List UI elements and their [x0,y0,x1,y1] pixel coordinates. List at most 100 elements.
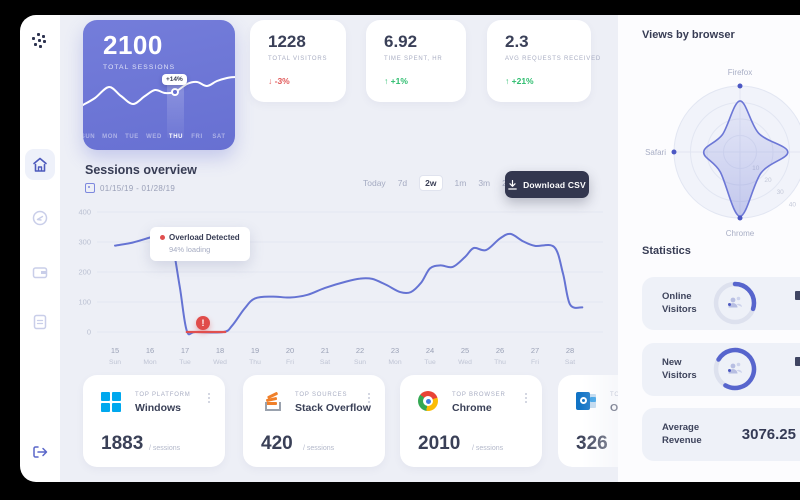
total-sessions-card: 2100 TOTAL SESSIONS +14% SUN MON TUE WED… [83,20,235,150]
card-value: 326 [576,433,608,454]
visitors-icon [728,296,742,308]
card-category: TOP [610,392,625,398]
svg-text:18: 18 [216,346,224,355]
kpi-value: 6.92 [384,32,418,51]
browser-radar-chart: 10203040FirefoxSafariChrome [645,68,800,238]
filter-3m[interactable]: 3m [478,178,491,188]
card-unit: / sessions [303,445,335,452]
total-sessions-label: TOTAL SESSIONS [103,64,176,71]
top-platform-card: TOP PLATFORM Windows 1883 / sessions [83,375,225,467]
svg-text:23: 23 [391,346,399,355]
svg-text:Sun: Sun [354,359,366,366]
stat-label: Online Visitors [662,291,697,315]
card-category: TOP BROWSER [452,392,506,398]
svg-text:40: 40 [789,201,797,208]
sidebar-active-indicator [25,149,55,180]
total-sessions-value: 2100 [103,30,163,60]
clipped-value [795,291,800,300]
svg-text:Safari: Safari [645,148,666,157]
sidebar-item-home[interactable] [32,157,48,173]
svg-text:Wed: Wed [213,359,227,366]
svg-text:15: 15 [111,346,119,355]
svg-text:Firefox: Firefox [728,68,752,77]
stat-label: New Visitors [662,357,697,381]
sessions-delta-badge: +14% [162,74,187,85]
overload-alert-icon[interactable]: ! [196,316,210,330]
download-csv-button[interactable]: Download CSV [505,171,589,198]
alert-dot-icon [160,235,165,240]
day-label: MON [102,134,118,140]
svg-text:Mon: Mon [388,359,401,366]
day-label: WED [146,134,162,140]
sidebar-item-wallet[interactable] [32,264,48,280]
windows-icon [101,392,121,412]
time-range-filters: Today 7d 2w 1m 3m 2019 [363,173,521,193]
svg-text:Chrome: Chrome [726,229,755,238]
tooltip-title: Overload Detected [169,233,240,242]
arrow-up-icon: ↑ [384,76,389,86]
svg-text:25: 25 [461,346,469,355]
online-visitors-card: Online Visitors [642,277,800,330]
svg-text:30: 30 [777,189,785,196]
svg-text:21: 21 [321,346,329,355]
card-name: Chrome [452,402,492,414]
svg-text:Sat: Sat [565,359,575,366]
filter-2w-active[interactable]: 2w [419,175,443,191]
sessions-line-chart: 0 100 200 300 400 15 Sun 16 Mon 17 Tue 18 Wed 19 Thu 20… [78,208,603,366]
sidebar-item-documents[interactable] [32,314,48,330]
outlook-icon [576,392,598,411]
kpi-card-time-spent: 6.92 TIME SPENT, HR ↑ +1% [366,20,466,102]
kpi-delta: ↑ +21% [505,76,534,86]
weekday-row: SUN MON TUE WED THU FRI SAT [83,134,235,148]
card-unit: / sessions [472,445,504,452]
tooltip-subtitle: 94% loading [169,245,211,254]
kpi-label: TOTAL VISITORS [268,56,328,62]
date-range-picker[interactable]: 01/15/19 - 01/28/19 [85,183,175,193]
calendar-icon [85,183,95,193]
card-name: Stack Overflow [295,402,371,414]
card-menu-button[interactable] [205,393,213,407]
download-icon [508,179,517,190]
card-unit: / sessions [149,445,181,452]
average-revenue-value: 3076.25 [741,426,796,443]
svg-text:Sun: Sun [109,359,121,366]
svg-text:100: 100 [78,298,91,307]
kpi-label: TIME SPENT, HR [384,56,443,62]
svg-text:Fri: Fri [531,359,539,366]
filter-7d[interactable]: 7d [397,178,408,188]
visitors-icon [728,362,742,374]
svg-text:16: 16 [146,346,154,355]
svg-text:Mon: Mon [143,359,156,366]
svg-text:0: 0 [87,328,91,337]
card-category: TOP SOURCES [295,392,348,398]
day-label: SUN [83,134,96,140]
filter-1m[interactable]: 1m [454,178,467,188]
filter-today[interactable]: Today [363,178,386,188]
download-csv-label: Download CSV [523,179,586,190]
svg-text:Thu: Thu [249,359,261,366]
top-sources-card: TOP SOURCES Stack Overflow 420 / session… [243,375,385,467]
sessions-sparkline [83,76,235,138]
arrow-up-icon: ↑ [505,76,510,86]
views-by-browser-title: Views by browser [642,29,735,41]
clipped-value [795,357,800,366]
app-logo [30,33,50,51]
kpi-value: 2.3 [505,32,529,51]
day-label-active: THU [168,134,184,140]
svg-text:26: 26 [496,346,504,355]
chrome-icon [418,391,438,411]
kpi-card-avg-requests: 2.3 AVG REQUESTS RECEIVED ↑ +21% [487,20,600,102]
logout-icon[interactable] [32,444,48,460]
svg-text:Fri: Fri [286,359,294,366]
card-value: 420 [261,433,293,454]
sidebar-item-analytics[interactable] [32,210,48,226]
card-menu-button[interactable] [522,393,530,407]
svg-text:Wed: Wed [458,359,472,366]
svg-text:22: 22 [356,346,364,355]
card-menu-button[interactable] [365,393,373,407]
statistics-title: Statistics [642,245,691,257]
stackoverflow-icon [263,391,281,411]
average-revenue-card: Average Revenue 3076.25 [642,408,800,461]
svg-text:200: 200 [78,268,91,277]
